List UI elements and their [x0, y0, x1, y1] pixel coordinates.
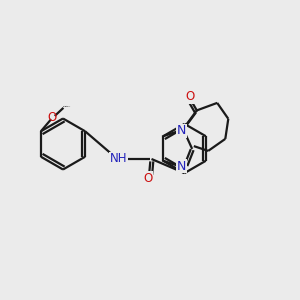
Text: O: O [186, 90, 195, 104]
Text: NH: NH [110, 152, 127, 166]
Text: methoxy: methoxy [63, 105, 70, 107]
Text: O: O [143, 172, 152, 185]
Text: methoxy: methoxy [65, 106, 71, 107]
Text: O: O [48, 111, 57, 124]
Text: N: N [177, 124, 187, 137]
Text: N: N [177, 160, 187, 173]
